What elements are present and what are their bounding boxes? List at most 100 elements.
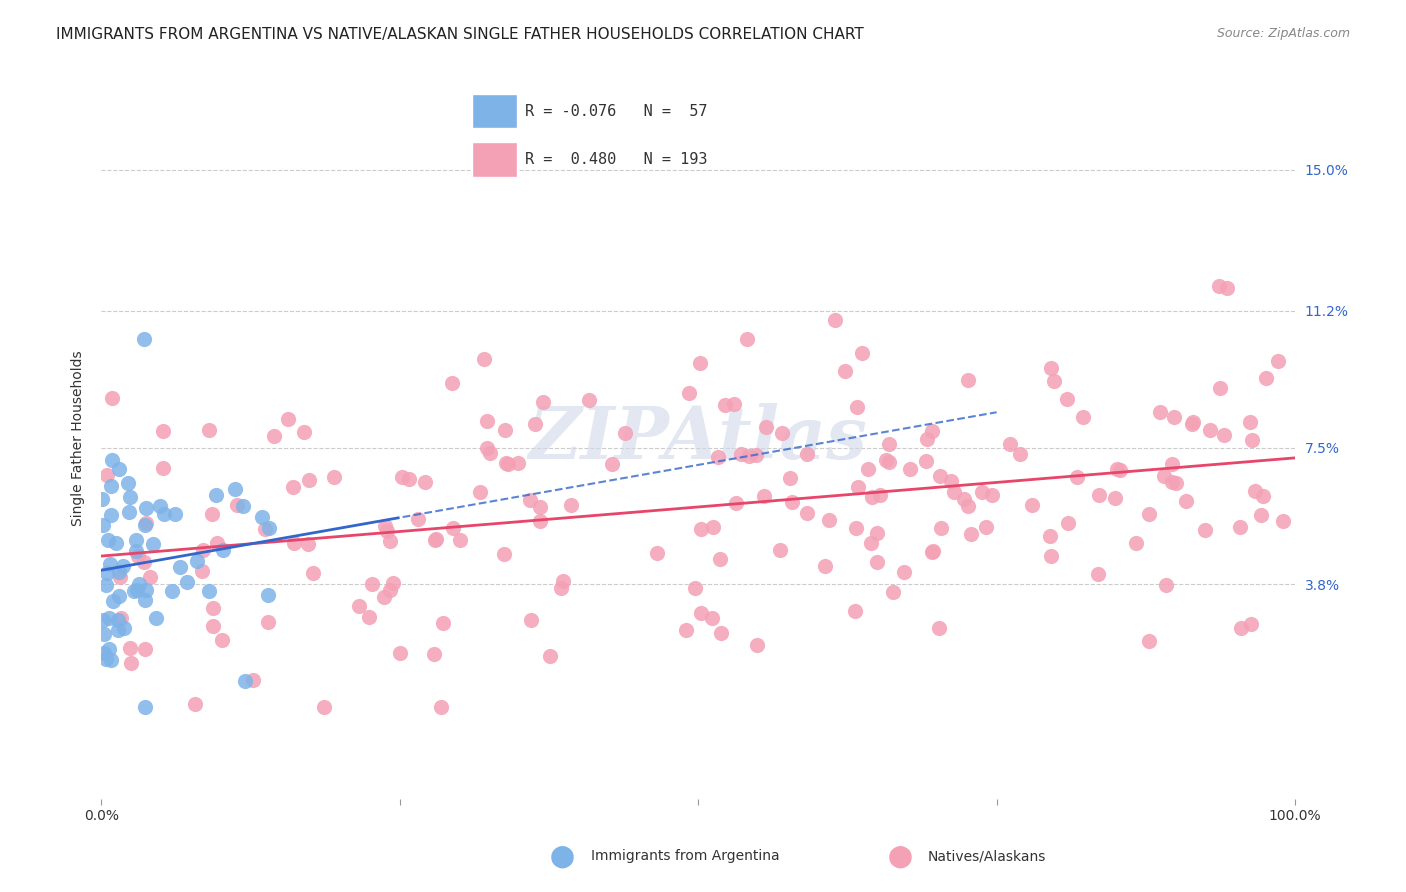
- Point: [779, 471, 801, 485]
- Point: [1104, 491, 1126, 505]
- Point: [928, 469, 950, 483]
- Point: [145, 610, 167, 624]
- Point: [283, 480, 305, 494]
- Point: [882, 585, 904, 599]
- Point: [1057, 516, 1080, 530]
- Point: [981, 488, 1004, 502]
- Point: [225, 498, 247, 512]
- Text: Natives/Alaskans: Natives/Alaskans: [928, 849, 1046, 863]
- Point: [1244, 483, 1267, 498]
- Point: [373, 591, 395, 605]
- Point: [745, 449, 768, 463]
- Point: [1198, 423, 1220, 437]
- Point: [844, 604, 866, 618]
- Point: [118, 505, 141, 519]
- Point: [972, 484, 994, 499]
- Point: [472, 351, 495, 366]
- Point: [125, 582, 148, 597]
- Point: [495, 456, 517, 470]
- Point: [520, 613, 543, 627]
- Point: [498, 457, 520, 471]
- Point: [107, 589, 129, 603]
- Point: [360, 576, 382, 591]
- Point: [135, 516, 157, 531]
- Point: [690, 606, 713, 620]
- Point: [860, 490, 883, 504]
- Point: [93, 647, 115, 661]
- Point: [814, 559, 837, 574]
- Point: [98, 611, 121, 625]
- Point: [301, 566, 323, 580]
- Point: [1021, 498, 1043, 512]
- Point: [494, 423, 516, 437]
- Point: [1163, 410, 1185, 425]
- Point: [519, 493, 541, 508]
- Point: [1240, 433, 1263, 447]
- Point: [176, 575, 198, 590]
- Point: [152, 424, 174, 438]
- Point: [378, 582, 401, 597]
- Point: [107, 613, 129, 627]
- Point: [232, 499, 254, 513]
- Point: [125, 533, 148, 547]
- Point: [101, 594, 124, 608]
- Point: [374, 519, 396, 533]
- Point: [98, 642, 121, 657]
- Point: [915, 432, 938, 446]
- Point: [197, 583, 219, 598]
- Point: [921, 545, 943, 559]
- Point: [134, 592, 156, 607]
- Point: [191, 543, 214, 558]
- Point: [257, 615, 280, 629]
- Point: [551, 574, 574, 589]
- Point: [550, 581, 572, 595]
- Point: [735, 333, 758, 347]
- Point: [135, 501, 157, 516]
- Point: [1137, 507, 1160, 521]
- Point: [709, 551, 731, 566]
- Point: [94, 651, 117, 665]
- Point: [162, 584, 184, 599]
- Point: [120, 490, 142, 504]
- Point: [169, 559, 191, 574]
- Point: [851, 346, 873, 360]
- Point: [478, 445, 501, 459]
- Point: [388, 646, 411, 660]
- Point: [233, 673, 256, 688]
- Point: [1107, 462, 1129, 476]
- Point: [1137, 634, 1160, 648]
- Point: [796, 446, 818, 460]
- Point: [922, 544, 945, 558]
- Point: [96, 566, 118, 581]
- Point: [449, 533, 471, 547]
- Point: [780, 495, 803, 509]
- Point: [560, 499, 582, 513]
- Point: [440, 376, 463, 390]
- Point: [108, 462, 131, 476]
- Point: [508, 456, 530, 470]
- Point: [1267, 354, 1289, 368]
- Point: [678, 385, 700, 400]
- Point: [952, 492, 974, 507]
- Point: [135, 583, 157, 598]
- Point: [149, 500, 172, 514]
- Point: [860, 536, 883, 550]
- Point: [250, 510, 273, 524]
- Point: [1251, 489, 1274, 503]
- Point: [107, 566, 129, 580]
- Point: [1239, 617, 1261, 632]
- Point: [1071, 409, 1094, 424]
- Point: [283, 536, 305, 550]
- Text: ⬤: ⬤: [887, 845, 912, 868]
- Point: [866, 525, 889, 540]
- Text: Immigrants from Argentina: Immigrants from Argentina: [591, 849, 779, 863]
- Point: [846, 480, 869, 494]
- Point: [205, 488, 228, 502]
- Point: [1166, 476, 1188, 491]
- Point: [100, 653, 122, 667]
- Point: [1216, 281, 1239, 295]
- Point: [98, 557, 121, 571]
- Point: [538, 649, 561, 664]
- Point: [122, 583, 145, 598]
- Point: [689, 356, 711, 370]
